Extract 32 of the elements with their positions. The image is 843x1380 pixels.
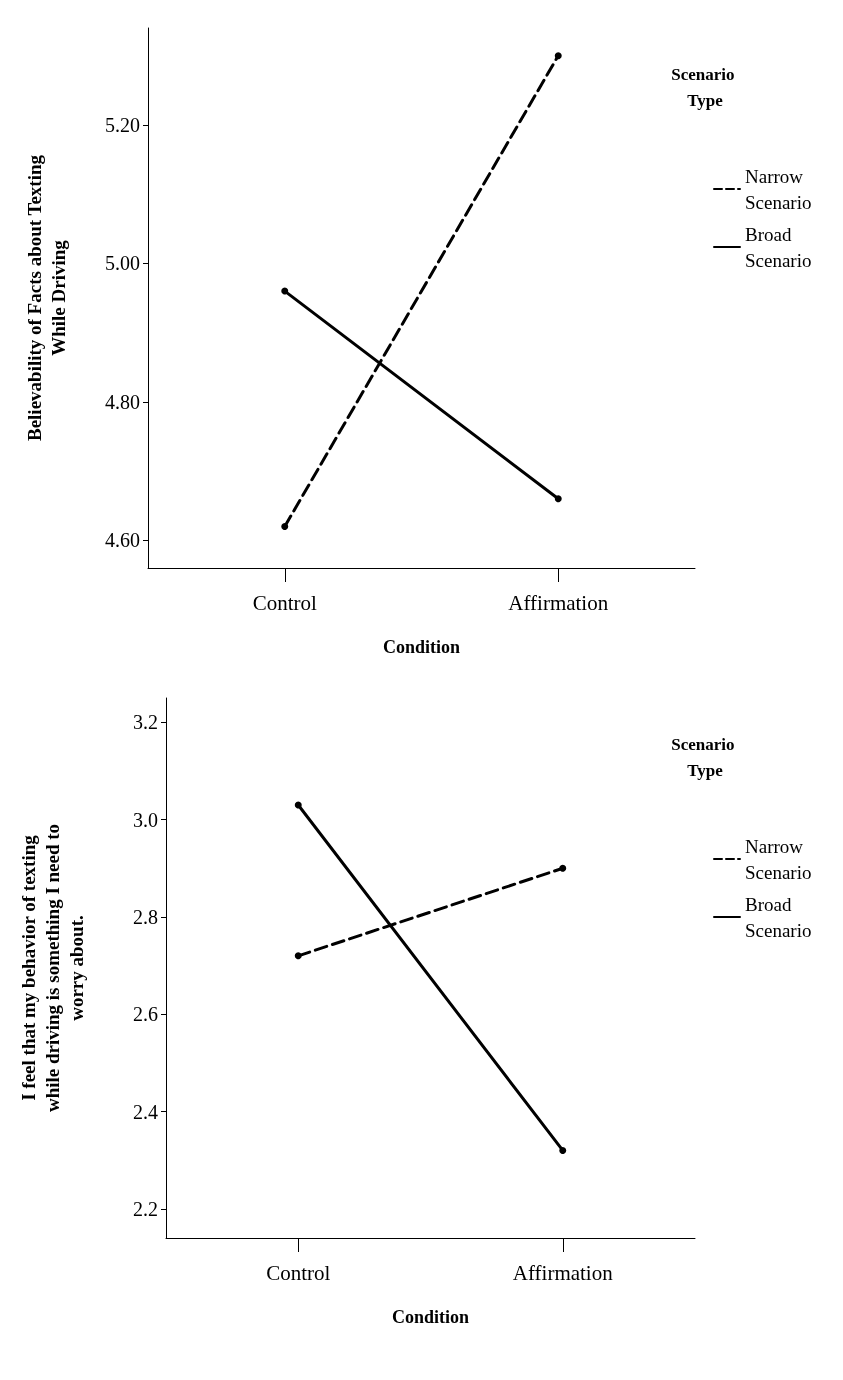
x-tick-label: Control bbox=[252, 590, 317, 615]
y-tick-label: 3.0 bbox=[133, 808, 158, 831]
legend-title: Scenario Type bbox=[671, 64, 739, 110]
y-tick-label: 5.20 bbox=[105, 113, 140, 136]
legend-label: Narrow Scenario bbox=[745, 835, 812, 883]
y-tick-label: 3.2 bbox=[133, 711, 158, 734]
point bbox=[294, 801, 302, 809]
x-tick-label: Control bbox=[266, 1260, 331, 1285]
y-tick-label: 4.80 bbox=[105, 390, 140, 413]
legend-label: Broad Scenario bbox=[745, 893, 812, 941]
x-axis-title: Condition bbox=[382, 637, 461, 657]
y-tick-label: 5.00 bbox=[105, 252, 140, 275]
y-tick-label: 2.6 bbox=[133, 1003, 158, 1026]
point bbox=[281, 287, 289, 295]
y-axis-title: I feel that my behavior of texting while driving is something I need to worry about. bbox=[17, 823, 87, 1113]
x-tick-label: Affirmation bbox=[508, 590, 609, 615]
x-tick-label: Affirmation bbox=[512, 1260, 614, 1285]
y-axis-title: Believability of Facts about Texting While Driving bbox=[23, 154, 69, 442]
point bbox=[559, 1146, 567, 1154]
y-tick-label: 2.4 bbox=[133, 1100, 158, 1123]
y-tick-label: 2.8 bbox=[133, 905, 158, 928]
point bbox=[554, 52, 562, 60]
point bbox=[559, 864, 567, 872]
point bbox=[554, 495, 562, 503]
y-tick-label: 4.60 bbox=[105, 529, 140, 552]
legend-title: Scenario Type bbox=[671, 734, 739, 780]
legend-label: Narrow Scenario bbox=[745, 165, 812, 213]
x-axis-title: Condition bbox=[391, 1307, 470, 1327]
point bbox=[294, 952, 302, 960]
legend-label: Broad Scenario bbox=[745, 223, 812, 271]
point bbox=[281, 522, 289, 530]
y-tick-label: 2.2 bbox=[133, 1197, 158, 1220]
